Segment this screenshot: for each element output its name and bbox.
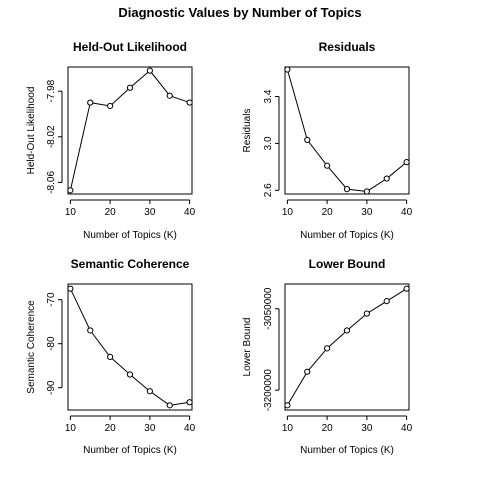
y-tick-label: -90 bbox=[46, 380, 57, 395]
x-axis-label: Number of Topics (K) bbox=[300, 230, 394, 241]
y-tick-label: 3.4 bbox=[263, 89, 274, 103]
y-tick-label: 3.0 bbox=[263, 136, 274, 150]
x-tick-label: 40 bbox=[184, 207, 196, 218]
data-point bbox=[344, 187, 349, 192]
panel-title: Semantic Coherence bbox=[71, 257, 190, 271]
data-point bbox=[285, 403, 290, 408]
data-point bbox=[147, 68, 152, 73]
data-point bbox=[68, 188, 73, 193]
panel-title: Residuals bbox=[319, 40, 376, 54]
x-tick-label: 30 bbox=[144, 207, 156, 218]
y-tick-label: -3050000 bbox=[263, 287, 274, 330]
data-point bbox=[305, 137, 310, 142]
data-point bbox=[305, 369, 310, 374]
x-tick-label: 20 bbox=[322, 207, 334, 218]
x-tick-label: 10 bbox=[282, 423, 294, 434]
x-tick-label: 10 bbox=[282, 207, 294, 218]
data-point bbox=[167, 93, 172, 98]
y-tick-label: -80 bbox=[46, 336, 57, 351]
x-tick-label: 10 bbox=[65, 423, 77, 434]
x-tick-label: 20 bbox=[322, 423, 334, 434]
data-point bbox=[127, 85, 132, 90]
data-point bbox=[127, 372, 132, 377]
data-point bbox=[364, 311, 369, 316]
data-point bbox=[68, 286, 73, 291]
y-tick-label: -3200000 bbox=[263, 369, 274, 412]
x-tick-label: 40 bbox=[401, 423, 413, 434]
x-axis-label: Number of Topics (K) bbox=[83, 445, 177, 456]
y-axis-label: Held-Out Likelihood bbox=[26, 87, 37, 175]
x-tick-label: 30 bbox=[144, 423, 156, 434]
data-point bbox=[285, 67, 290, 72]
data-point bbox=[404, 160, 409, 165]
x-tick-label: 30 bbox=[361, 423, 373, 434]
x-tick-label: 10 bbox=[65, 207, 77, 218]
data-point bbox=[325, 163, 330, 168]
x-tick-label: 40 bbox=[184, 423, 196, 434]
y-tick-label: -7.98 bbox=[46, 79, 57, 102]
y-axis-label: Lower Bound bbox=[242, 318, 253, 377]
figure-title: Diagnostic Values by Number of Topics bbox=[118, 5, 361, 20]
y-tick-label: -8.06 bbox=[46, 171, 57, 194]
y-tick-label: -8.02 bbox=[46, 125, 57, 148]
data-point bbox=[88, 328, 93, 333]
data-point bbox=[147, 389, 152, 394]
x-tick-label: 40 bbox=[401, 207, 413, 218]
data-point bbox=[404, 286, 409, 291]
x-tick-label: 20 bbox=[105, 423, 117, 434]
panel-title: Held-Out Likelihood bbox=[73, 40, 187, 54]
data-point bbox=[325, 346, 330, 351]
x-axis-label: Number of Topics (K) bbox=[83, 230, 177, 241]
data-point bbox=[167, 403, 172, 408]
x-axis-label: Number of Topics (K) bbox=[300, 445, 394, 456]
y-tick-label: -70 bbox=[46, 292, 57, 307]
data-point bbox=[88, 100, 93, 105]
x-tick-label: 30 bbox=[361, 207, 373, 218]
data-point bbox=[344, 328, 349, 333]
panel-title: Lower Bound bbox=[309, 257, 386, 271]
y-axis-label: Semantic Coherence bbox=[26, 300, 37, 394]
data-point bbox=[108, 103, 113, 108]
data-point bbox=[364, 189, 369, 194]
y-axis-label: Residuals bbox=[242, 109, 253, 153]
data-point bbox=[108, 354, 113, 359]
data-point bbox=[187, 100, 192, 105]
y-tick-label: 2.6 bbox=[263, 183, 274, 197]
x-tick-label: 20 bbox=[105, 207, 117, 218]
data-point bbox=[384, 176, 389, 181]
data-point bbox=[187, 400, 192, 405]
data-point bbox=[384, 299, 389, 304]
